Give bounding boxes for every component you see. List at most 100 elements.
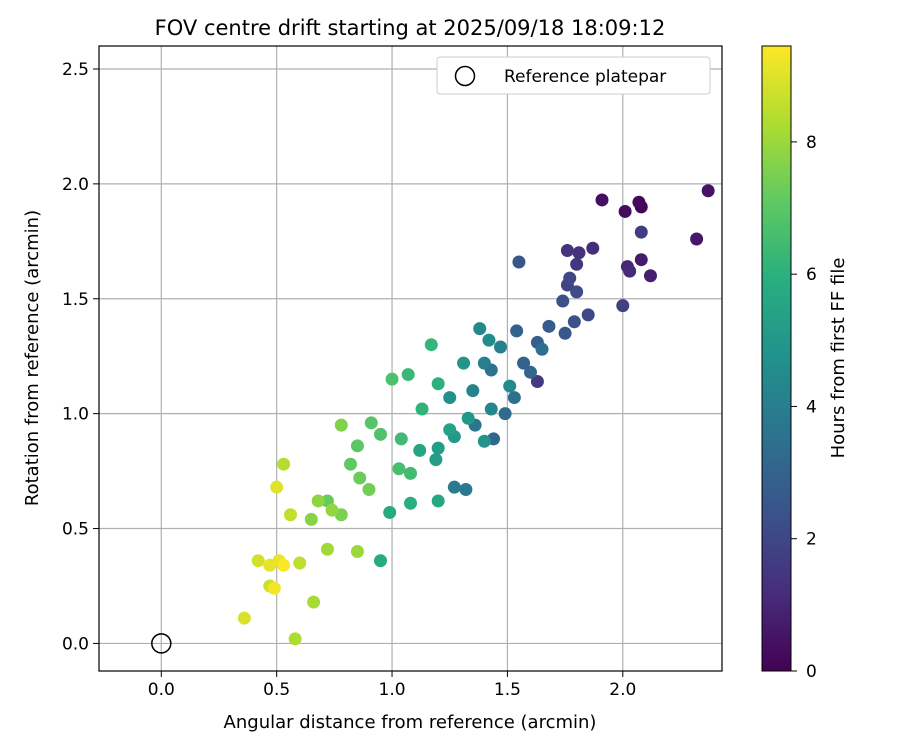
data-point [701, 184, 715, 198]
data-point [535, 342, 549, 356]
data-point [498, 407, 512, 421]
y-tick-label: 0.5 [62, 520, 89, 540]
data-point [364, 416, 378, 430]
data-point [560, 244, 574, 258]
legend: Reference platepar [436, 56, 711, 95]
data-point [616, 299, 630, 313]
data-point [523, 365, 537, 379]
data-point [293, 556, 307, 570]
data-point [284, 508, 298, 522]
data-point [334, 418, 348, 432]
data-point [431, 494, 445, 508]
data-point [431, 377, 445, 391]
data-point [362, 482, 376, 496]
data-point [404, 496, 417, 510]
plot-background [99, 46, 722, 671]
colorbar-tick-label: 4 [806, 397, 817, 417]
data-point [618, 204, 632, 218]
data-point [443, 423, 457, 437]
data-point [350, 545, 364, 559]
data-point [383, 505, 397, 519]
y-tick-label: 2.5 [62, 60, 89, 80]
data-point [304, 512, 318, 526]
x-tick-label: 1.5 [494, 680, 521, 700]
data-point [374, 427, 388, 441]
data-point [394, 432, 408, 446]
data-point [350, 439, 364, 453]
grid-lines [99, 46, 722, 671]
data-point [558, 326, 572, 340]
legend-marker-icon [454, 65, 476, 87]
data-point [415, 402, 429, 416]
data-point [507, 391, 521, 405]
data-point [251, 554, 265, 568]
data-point [484, 402, 498, 416]
data-point [431, 441, 445, 455]
data-point [270, 480, 284, 494]
data-point [690, 232, 704, 246]
x-tick-label: 1.0 [379, 680, 406, 700]
data-point [443, 391, 457, 405]
data-point [477, 434, 491, 448]
data-point [482, 333, 496, 347]
data-point [595, 193, 609, 207]
data-point [457, 356, 471, 370]
data-point [307, 595, 321, 609]
data-point [267, 581, 281, 595]
data-points [237, 184, 715, 646]
data-point [473, 322, 487, 336]
data-point [572, 246, 586, 260]
data-point [517, 356, 531, 370]
legend-box [436, 56, 711, 95]
colorbar-tick-label: 2 [806, 530, 817, 550]
data-point [493, 340, 507, 354]
chart-title: FOV centre drift starting at 2025/09/18 … [155, 16, 666, 40]
colorbar-tick-label: 8 [806, 133, 817, 153]
data-point [237, 611, 251, 625]
data-point [320, 542, 334, 556]
x-axis-ticks: 0.0 0.5 1.0 1.5 2.0 [148, 671, 636, 700]
data-point [311, 494, 325, 508]
data-point [288, 632, 302, 646]
reference-platepar-marker [151, 633, 172, 654]
data-point [570, 285, 584, 299]
colorbar [761, 45, 792, 672]
data-point [567, 315, 581, 329]
data-point [477, 356, 491, 370]
data-point [503, 379, 517, 393]
y-tick-label: 2.0 [62, 175, 89, 195]
x-axis-label: Angular distance from reference (arcmin) [224, 712, 597, 733]
data-point [424, 338, 438, 352]
data-point [277, 558, 291, 572]
data-point [374, 554, 388, 568]
x-tick-label: 2.0 [609, 680, 636, 700]
y-tick-label: 1.5 [62, 290, 89, 310]
data-point [623, 264, 637, 278]
x-tick-label: 0.5 [263, 680, 290, 700]
data-point [401, 368, 415, 382]
y-axis-ticks: 0.0 0.5 1.0 1.5 2.0 2.5 [62, 60, 99, 654]
colorbar-tick-label: 6 [806, 265, 817, 285]
legend-label: Reference platepar [504, 67, 666, 87]
y-axis-label: Rotation from reference (arcmin) [22, 210, 43, 506]
data-point [542, 319, 556, 333]
data-point [563, 271, 577, 285]
data-point [277, 457, 291, 471]
data-point [530, 374, 544, 388]
data-point [325, 503, 339, 517]
data-point [385, 372, 399, 386]
y-tick-label: 0.0 [62, 634, 89, 654]
plot-frame [98, 45, 723, 672]
data-point [353, 471, 367, 485]
colorbar-tick-label: 0 [806, 662, 817, 682]
data-point [404, 466, 417, 480]
data-point [632, 195, 646, 209]
colorbar-label: Hours from first FF file [828, 258, 849, 459]
data-point [466, 384, 480, 398]
colorbar-ticks: 0 2 4 6 8 [791, 133, 817, 682]
data-point [429, 453, 443, 467]
data-point [643, 269, 657, 283]
data-point [634, 253, 648, 267]
